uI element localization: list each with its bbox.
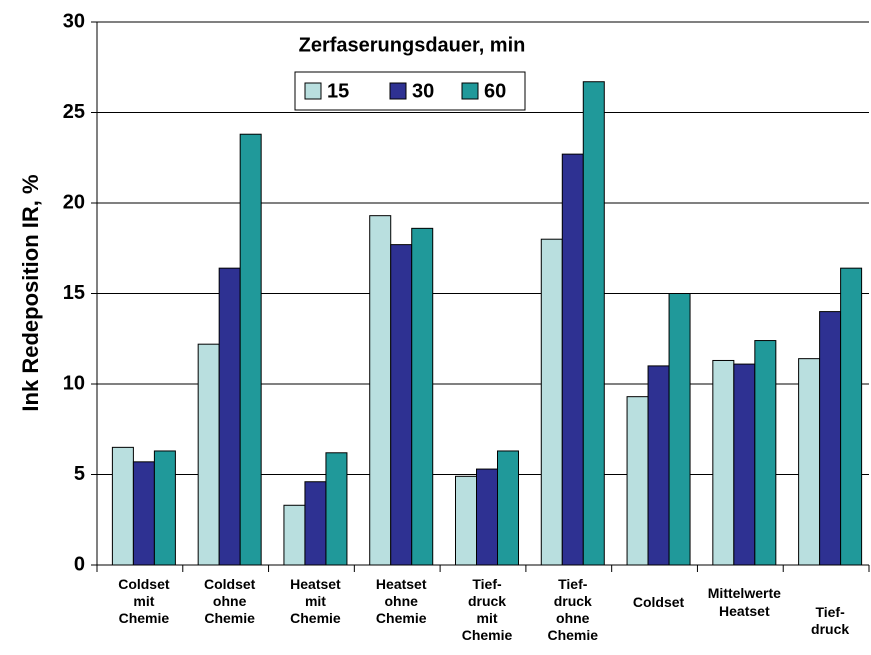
bar [197, 343, 220, 566]
y-tick-label: 15 [63, 282, 85, 304]
bar [819, 311, 842, 566]
bar [304, 481, 327, 566]
bar [540, 238, 563, 566]
bar [218, 267, 241, 566]
bar [561, 153, 584, 566]
legend-swatch [304, 82, 322, 100]
y-tick-label: 0 [74, 553, 85, 575]
x-tick-label: Coldset [632, 594, 685, 610]
x-tick-label: Heatset mit Chemie [290, 576, 341, 626]
bar [647, 365, 670, 566]
bar [497, 450, 519, 566]
legend-label: 30 [412, 80, 434, 102]
bar [582, 81, 605, 566]
x-tick-label: Tief- druck ohne Chemie [547, 576, 599, 643]
bar [476, 468, 498, 566]
bar [668, 293, 691, 566]
legend-title: Zerfaserungsdauer, min [299, 34, 526, 56]
legend-box [294, 71, 526, 111]
bar [369, 215, 392, 566]
bar [712, 359, 735, 566]
legend-swatch [389, 82, 407, 100]
x-tick-label: Tief- druck [811, 604, 850, 637]
y-tick-label: 30 [63, 10, 85, 32]
bar [455, 475, 477, 566]
bar [754, 340, 777, 566]
legend-swatch [461, 82, 479, 100]
bar [132, 461, 155, 566]
bar [153, 450, 176, 566]
bar [840, 267, 863, 566]
x-tick-label: Coldset mit Chemie [118, 576, 170, 626]
bar [626, 396, 649, 566]
legend-label: 15 [327, 80, 349, 102]
y-tick-label: 5 [74, 463, 85, 485]
x-tick-label: Heatset ohne Chemie [375, 576, 427, 626]
bar [283, 504, 306, 566]
y-tick-label: 10 [63, 372, 85, 394]
bar [239, 133, 262, 566]
bar [798, 358, 821, 566]
y-tick-label: 20 [63, 191, 85, 213]
bar [325, 452, 348, 566]
x-tick-label: Heatset [719, 603, 770, 619]
y-axis-label: Ink Redeposition IR, % [18, 174, 43, 411]
y-tick-label: 25 [63, 101, 85, 123]
bar [390, 244, 413, 566]
annotation: Mittelwerte [707, 585, 781, 601]
x-tick-label: Tief- druck mit Chemie [461, 576, 513, 643]
bar [411, 227, 434, 566]
legend-label: 60 [484, 80, 506, 102]
x-tick-label: Coldset ohne Chemie [203, 576, 256, 626]
bar [733, 363, 756, 566]
bar [111, 446, 134, 566]
